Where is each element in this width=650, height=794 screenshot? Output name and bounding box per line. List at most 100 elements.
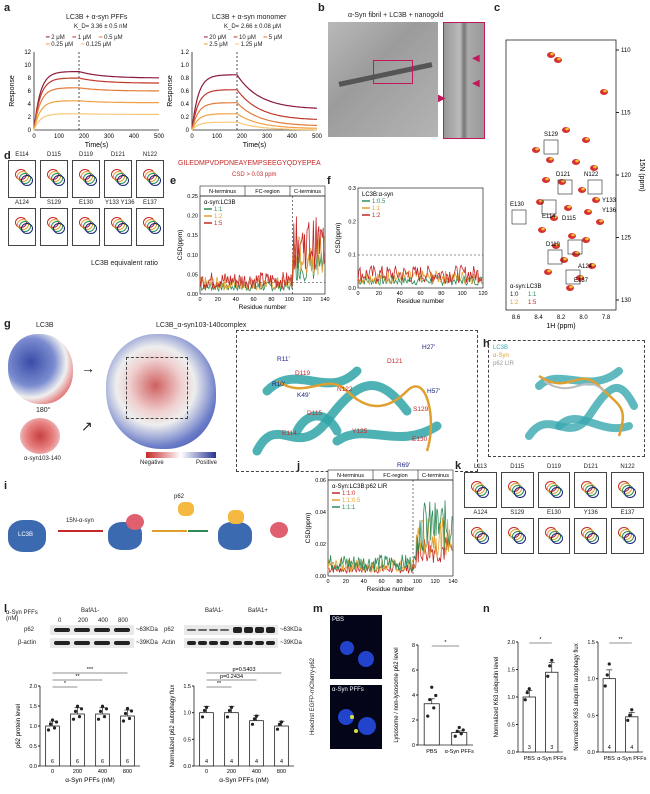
panel-letter-b: b bbox=[318, 2, 325, 14]
peak-shift-cell: D121 bbox=[574, 464, 608, 508]
condition-label: BafA1+ bbox=[248, 608, 268, 614]
lane-label: 200 bbox=[78, 618, 89, 624]
sig-label: *** bbox=[87, 667, 94, 673]
data-point bbox=[546, 674, 550, 678]
peak bbox=[541, 227, 545, 231]
legend-entry: 1:5 bbox=[214, 221, 223, 227]
y-tick-label: 2.0 bbox=[29, 684, 37, 690]
y-tick-label: 0.5 bbox=[587, 713, 595, 719]
row-label: Actin bbox=[162, 640, 176, 646]
nucleus bbox=[358, 651, 374, 667]
data-point bbox=[252, 717, 257, 721]
data-point bbox=[455, 729, 459, 733]
image-pffs: α-Syn PFFs bbox=[330, 685, 382, 749]
panel-c: 110 115 120 125 130 8.6 8.4 8.2 8.0 7.8 1H (ppm) 15… bbox=[500, 10, 648, 345]
peak bbox=[535, 147, 539, 151]
peak bbox=[581, 187, 585, 191]
x-tick-label: 0 bbox=[190, 134, 194, 140]
bar bbox=[451, 732, 468, 746]
peak bbox=[587, 209, 591, 213]
residue-label: L113 bbox=[473, 464, 487, 470]
panel-g: LC3B LC3B_α-syn103-140complex 180° α-syn… bbox=[6, 322, 486, 472]
blot-p62 bbox=[50, 625, 134, 635]
x-tick-label: α-Syn PFFs bbox=[445, 749, 474, 755]
x-tick-label: 200 bbox=[73, 769, 82, 775]
peak-contour bbox=[21, 175, 33, 186]
x-axis-label: α-Syn PFFs (nM) bbox=[219, 777, 269, 784]
row-label: p62 bbox=[24, 627, 35, 633]
series-line bbox=[33, 100, 159, 131]
x-tick-label: 400 bbox=[129, 134, 140, 140]
y-tick-label: 12 bbox=[24, 50, 31, 56]
peak-contour bbox=[149, 223, 161, 234]
em-micrograph bbox=[328, 22, 438, 137]
y-tick-label: 130 bbox=[621, 298, 632, 304]
peak-shift-cell: E130 bbox=[72, 200, 100, 246]
peak bbox=[563, 257, 567, 261]
data-point bbox=[426, 714, 430, 718]
peak-shift-grid: E114 D115 D119 D121 N122 A124 S129 E130 Y133 Y13… bbox=[6, 152, 166, 258]
p62-text: p62 bbox=[174, 494, 185, 500]
x-tick-label: 0 bbox=[198, 297, 201, 303]
residue-label: D115 bbox=[307, 410, 322, 417]
bar-chart-k63-level: 0.0 0.5 1.0 1.5 2.0 3 PBS 3 α-Syn PFFs Normalized… bbox=[494, 637, 567, 762]
legend-entry: 1:1:0 bbox=[342, 491, 356, 497]
peak-shift-cell: E114 bbox=[8, 152, 36, 198]
panel-letter-c: c bbox=[494, 2, 501, 14]
residue-label: D115 bbox=[47, 152, 61, 158]
legend-entry: 1:2 bbox=[214, 214, 223, 220]
y-tick-label: 0.0 bbox=[587, 750, 595, 756]
legend-entry: 1:0.5 bbox=[372, 199, 386, 205]
series-line bbox=[191, 74, 317, 131]
peak-contour bbox=[513, 533, 526, 544]
x-tick-label: 140 bbox=[320, 297, 329, 303]
puncta bbox=[350, 715, 354, 719]
arrow-icon: → bbox=[81, 360, 95, 376]
peak-box bbox=[557, 179, 573, 195]
bar-chart-k63-flux: 0.0 0.5 1.0 1.5 4 PBS 4 α-Syn PFFs Normalized K6… bbox=[574, 637, 647, 762]
y-tick-label: 2 bbox=[412, 718, 415, 724]
legend-title: α-syn:LC3B bbox=[204, 200, 235, 206]
x-tick-label: 60 bbox=[379, 579, 385, 585]
series-line bbox=[191, 89, 318, 131]
residue-label: K49' bbox=[297, 392, 310, 399]
data-point bbox=[250, 722, 255, 726]
panel-a-right-title: LC3B + α-syn monomer bbox=[212, 14, 287, 21]
y-tick-label: 120 bbox=[621, 173, 632, 179]
peak bbox=[593, 165, 597, 169]
panel-d: E114 D115 D119 D121 N122 A124 S129 E130 Y133 Y13… bbox=[6, 152, 166, 268]
x-tick-label: 100 bbox=[413, 579, 422, 585]
x-axis-label: Residue number bbox=[397, 298, 446, 305]
y-tick-label: 0.4 bbox=[181, 102, 190, 108]
data-point bbox=[603, 684, 607, 688]
x-tick-label: 200 bbox=[227, 769, 236, 775]
residue-label: A124 bbox=[473, 510, 488, 516]
residue-label: Y133 Y136 bbox=[105, 200, 135, 206]
y-tick-label: 0.04 bbox=[315, 510, 326, 516]
x-tick-label: 400 bbox=[252, 769, 261, 775]
data-point bbox=[432, 706, 436, 710]
legend-label: 5 μM bbox=[268, 35, 283, 41]
n-label: 6 bbox=[51, 759, 54, 765]
x-axis-label: Time(s) bbox=[85, 142, 108, 149]
peak-shift-cell: S129 bbox=[500, 510, 534, 554]
data-point bbox=[461, 728, 465, 732]
x-axis-label: Time(s) bbox=[243, 142, 266, 149]
bar bbox=[545, 671, 559, 753]
y-tick-label: 125 bbox=[621, 236, 632, 242]
data-point bbox=[459, 732, 463, 736]
y-axis-label: Normalized p62 autophagy flux bbox=[170, 685, 176, 768]
nucleus bbox=[358, 717, 376, 735]
legend-entry: 1:2 bbox=[372, 213, 381, 219]
data-point bbox=[52, 726, 57, 730]
peak-shift-cell: Y133 Y136 bbox=[104, 200, 135, 246]
legend-lc3b: LC3B bbox=[493, 345, 509, 351]
x-tick-label: 8.2 bbox=[557, 315, 566, 321]
data-point bbox=[525, 691, 529, 695]
data-point bbox=[229, 705, 234, 709]
x-tick-label: 20 bbox=[215, 297, 221, 303]
sequence-text: GILEDMPVDPDNEAYEMPSEEGYQDYEPEA bbox=[178, 160, 321, 167]
sig-label: ** bbox=[75, 674, 80, 680]
x-tick-label: PBS bbox=[604, 756, 615, 762]
peak-box bbox=[565, 269, 581, 285]
